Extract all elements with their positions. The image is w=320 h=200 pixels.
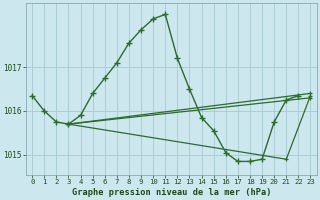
X-axis label: Graphe pression niveau de la mer (hPa): Graphe pression niveau de la mer (hPa): [72, 188, 271, 197]
